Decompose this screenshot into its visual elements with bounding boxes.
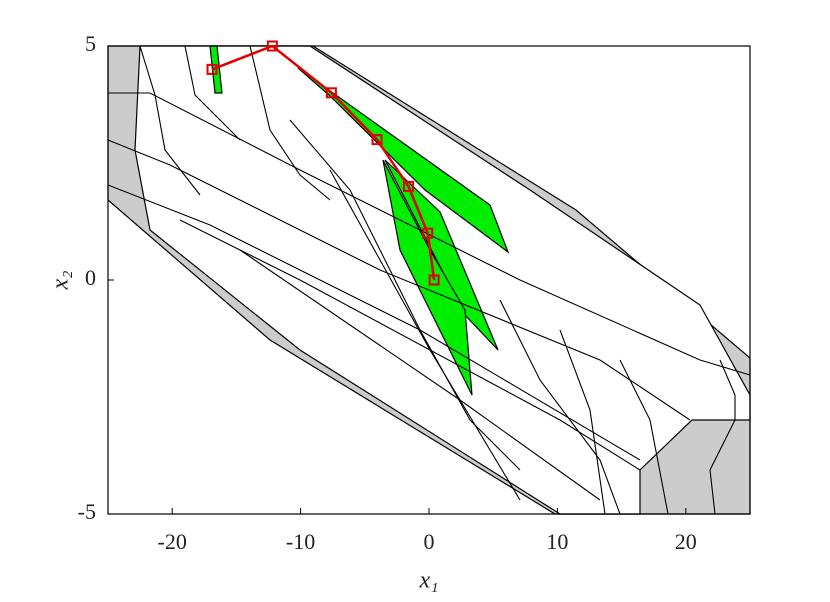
y-tick-label: -5: [78, 499, 96, 524]
x-axis-label: x₁: [419, 568, 439, 594]
edge: [184, 45, 241, 141]
trajectory-point: [371, 134, 383, 146]
trajectory-point: [422, 227, 434, 239]
edge: [329, 169, 521, 501]
edge: [249, 45, 331, 201]
green-region: [382, 159, 473, 396]
y-tick-label: 5: [85, 31, 96, 56]
x-tick-label: -10: [286, 529, 315, 554]
y-axis-label: x₂: [48, 271, 74, 291]
trajectory-point: [402, 180, 414, 192]
trajectory-point: [325, 87, 337, 99]
edge: [289, 119, 521, 471]
trajectory-point: [428, 274, 440, 286]
edge: [139, 45, 201, 196]
edge: [107, 184, 641, 461]
y-tick-label: 0: [85, 265, 96, 290]
trajectory-point: [206, 63, 218, 75]
edge: [559, 329, 606, 515]
x-tick-label: -20: [158, 529, 187, 554]
trajectory-point: [266, 40, 278, 52]
edge: [108, 92, 751, 376]
partition-lines: [107, 45, 751, 515]
x-tick-label: 10: [546, 529, 568, 554]
x-tick-label: 20: [675, 529, 697, 554]
trajectory: [211, 44, 436, 281]
edge: [619, 359, 669, 515]
edge: [499, 299, 621, 515]
x-tick-label: 0: [424, 529, 435, 554]
edge: [709, 359, 736, 515]
